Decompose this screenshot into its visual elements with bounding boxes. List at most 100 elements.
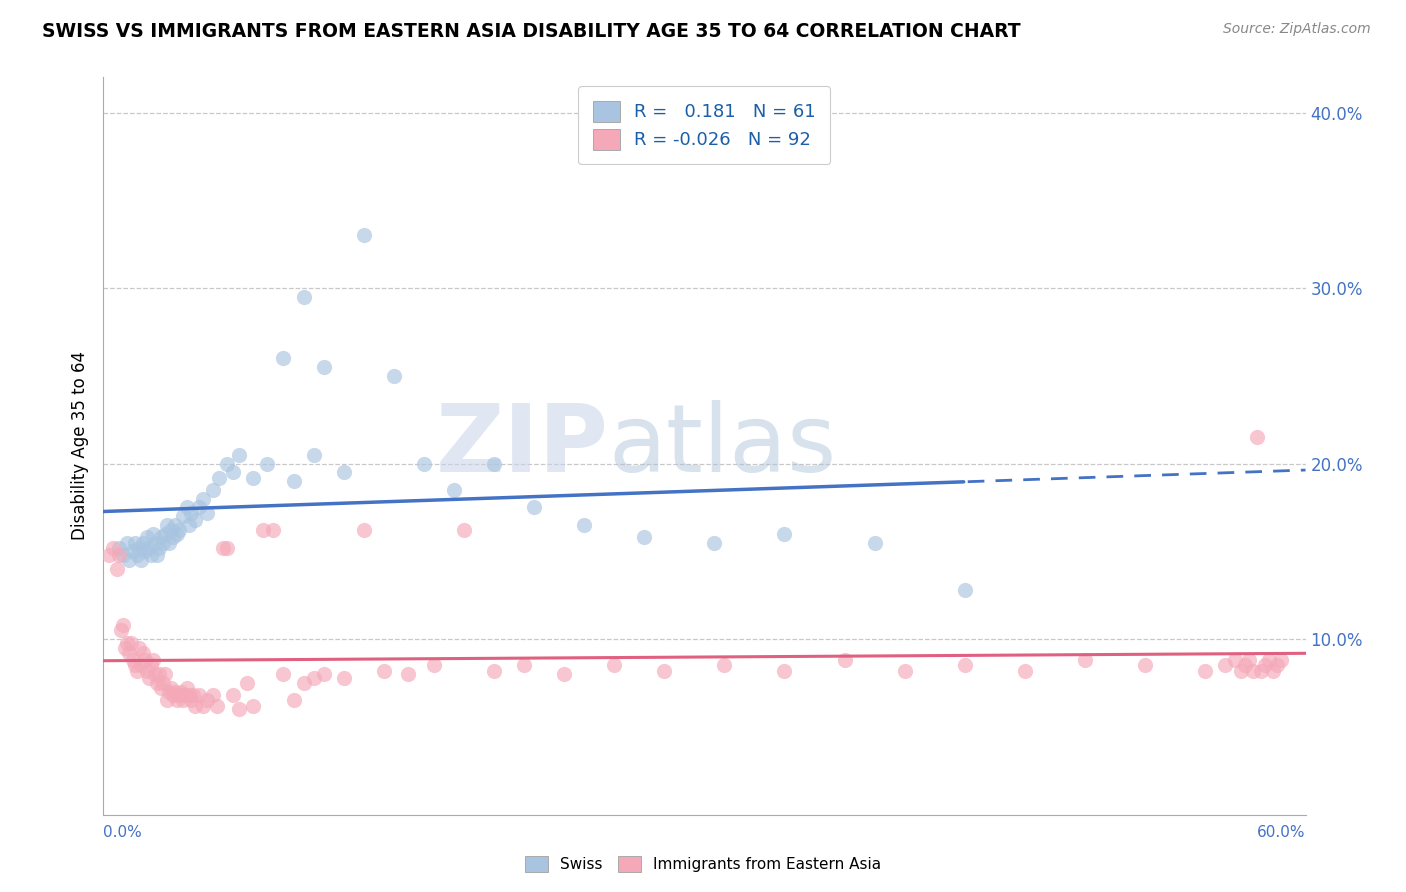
Point xyxy=(1258,653,1281,667)
Point xyxy=(1241,664,1264,678)
Point xyxy=(252,523,274,537)
Point xyxy=(148,667,170,681)
Point xyxy=(115,635,138,649)
Point xyxy=(302,671,325,685)
Legend: Swiss, Immigrants from Eastern Asia: Swiss, Immigrants from Eastern Asia xyxy=(517,848,889,880)
Point xyxy=(118,553,141,567)
Point xyxy=(172,509,194,524)
Point xyxy=(176,500,198,515)
Point xyxy=(118,646,141,660)
Point xyxy=(162,530,184,544)
Point xyxy=(236,676,259,690)
Point xyxy=(292,676,315,690)
Point xyxy=(713,658,735,673)
Point xyxy=(283,693,305,707)
Point xyxy=(953,582,976,597)
Point xyxy=(195,506,218,520)
Point xyxy=(160,523,183,537)
Point xyxy=(156,693,179,707)
Point xyxy=(129,658,152,673)
Point xyxy=(180,506,202,520)
Point xyxy=(148,541,170,555)
Point xyxy=(208,470,231,484)
Point xyxy=(212,541,235,555)
Point xyxy=(134,653,156,667)
Point xyxy=(1230,664,1253,678)
Point xyxy=(553,667,575,681)
Point xyxy=(105,562,128,576)
Point xyxy=(170,684,193,698)
Point xyxy=(513,658,536,673)
Point xyxy=(423,658,446,673)
Point xyxy=(1250,664,1272,678)
Point xyxy=(150,530,173,544)
Point xyxy=(127,548,149,562)
Point xyxy=(128,541,150,555)
Point xyxy=(893,664,915,678)
Point xyxy=(1263,664,1285,678)
Point xyxy=(1246,430,1268,444)
Point xyxy=(157,684,180,698)
Point xyxy=(603,658,626,673)
Point xyxy=(195,693,218,707)
Point xyxy=(523,500,546,515)
Point xyxy=(166,526,188,541)
Point xyxy=(136,664,159,678)
Point xyxy=(228,448,250,462)
Point xyxy=(141,658,163,673)
Point xyxy=(1225,653,1247,667)
Point xyxy=(122,544,145,558)
Point xyxy=(242,470,264,484)
Point xyxy=(152,676,174,690)
Point xyxy=(703,535,725,549)
Point xyxy=(115,535,138,549)
Point xyxy=(134,544,156,558)
Point xyxy=(188,500,211,515)
Point xyxy=(165,518,187,533)
Point xyxy=(138,671,160,685)
Point xyxy=(174,688,197,702)
Point xyxy=(124,658,146,673)
Point xyxy=(222,688,245,702)
Point xyxy=(242,698,264,713)
Point xyxy=(179,518,201,533)
Point xyxy=(202,688,225,702)
Legend: R =   0.181   N = 61, R = -0.026   N = 92: R = 0.181 N = 61, R = -0.026 N = 92 xyxy=(578,87,831,164)
Point xyxy=(256,457,278,471)
Point xyxy=(180,693,202,707)
Point xyxy=(132,646,155,660)
Point xyxy=(122,653,145,667)
Point xyxy=(129,553,152,567)
Point xyxy=(150,681,173,696)
Point xyxy=(412,457,434,471)
Point xyxy=(184,698,207,713)
Text: ZIP: ZIP xyxy=(436,400,609,492)
Point xyxy=(146,676,169,690)
Point xyxy=(138,541,160,555)
Point xyxy=(482,457,505,471)
Text: SWISS VS IMMIGRANTS FROM EASTERN ASIA DISABILITY AGE 35 TO 64 CORRELATION CHART: SWISS VS IMMIGRANTS FROM EASTERN ASIA DI… xyxy=(42,22,1021,41)
Point xyxy=(184,513,207,527)
Point xyxy=(120,635,142,649)
Point xyxy=(143,535,166,549)
Point xyxy=(110,624,132,638)
Point xyxy=(834,653,856,667)
Point xyxy=(128,640,150,655)
Point xyxy=(1270,653,1292,667)
Point xyxy=(1194,664,1216,678)
Point xyxy=(112,618,135,632)
Point xyxy=(166,693,188,707)
Point xyxy=(382,368,405,383)
Point xyxy=(443,483,465,497)
Point xyxy=(273,351,295,366)
Point xyxy=(207,698,229,713)
Point xyxy=(169,523,191,537)
Point xyxy=(353,228,375,243)
Point xyxy=(136,530,159,544)
Point xyxy=(179,688,201,702)
Point xyxy=(1234,658,1257,673)
Point xyxy=(273,667,295,681)
Point xyxy=(172,693,194,707)
Point xyxy=(155,526,177,541)
Point xyxy=(202,483,225,497)
